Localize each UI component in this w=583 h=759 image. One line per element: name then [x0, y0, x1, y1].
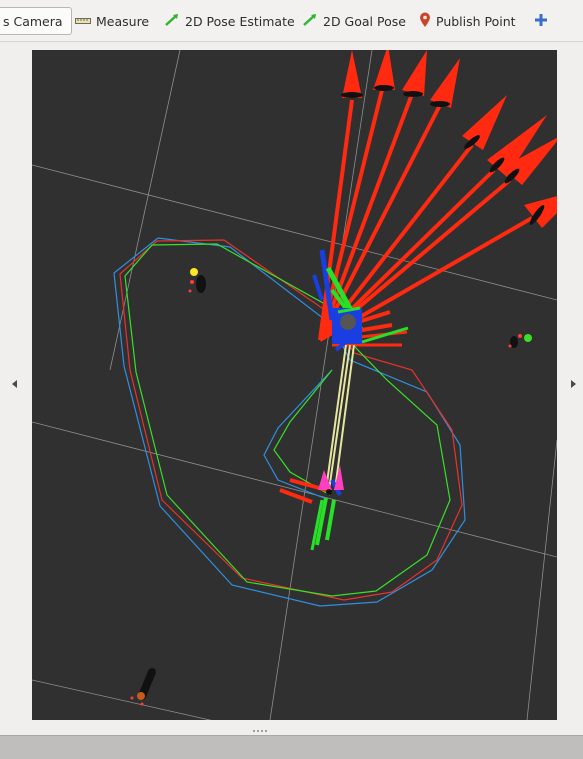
right-panel-edge	[561, 42, 583, 735]
lower-robot-axes	[279, 465, 344, 551]
map-pin-icon	[419, 12, 431, 31]
robot-cluster	[312, 249, 409, 352]
grid	[32, 50, 557, 720]
scene-canvas	[32, 50, 557, 720]
move-camera-label: s Camera	[3, 13, 63, 29]
ruler-icon	[75, 14, 91, 29]
pose-estimate-label: 2D Pose Estimate	[185, 13, 295, 29]
right-marker	[508, 334, 532, 348]
green-path	[124, 243, 451, 597]
green-arrow-icon	[302, 13, 318, 30]
measure-tool[interactable]: Measure	[75, 7, 149, 35]
red-path	[119, 239, 463, 601]
pose-estimate-tool[interactable]: 2D Pose Estimate	[164, 7, 295, 35]
goal-pose-tool[interactable]: 2D Goal Pose	[302, 7, 406, 35]
add-tool-button[interactable]	[534, 7, 553, 35]
left-marker	[188, 268, 206, 293]
collapse-right-arrow-icon[interactable]	[571, 380, 576, 388]
plus-icon	[534, 13, 548, 30]
publish-point-tool[interactable]: Publish Point	[419, 7, 516, 35]
measure-label: Measure	[96, 13, 150, 29]
connection-lines	[325, 344, 355, 491]
publish-point-label: Publish Point	[436, 13, 516, 29]
toolbar: s Camera Measure 2D Pose Estimate	[0, 0, 583, 42]
3d-viewport[interactable]	[32, 50, 557, 720]
bottom-marker	[130, 668, 156, 706]
blue-path	[113, 237, 466, 607]
green-arrow-icon	[164, 13, 180, 30]
move-camera-tool[interactable]: s Camera	[0, 7, 72, 35]
status-bar	[0, 735, 583, 759]
left-panel-edge	[0, 42, 9, 735]
goal-pose-label: 2D Goal Pose	[323, 13, 406, 29]
collapse-left-arrow-icon[interactable]	[12, 380, 17, 388]
arrow-tips	[341, 85, 545, 225]
resize-grip[interactable]	[252, 729, 268, 733]
